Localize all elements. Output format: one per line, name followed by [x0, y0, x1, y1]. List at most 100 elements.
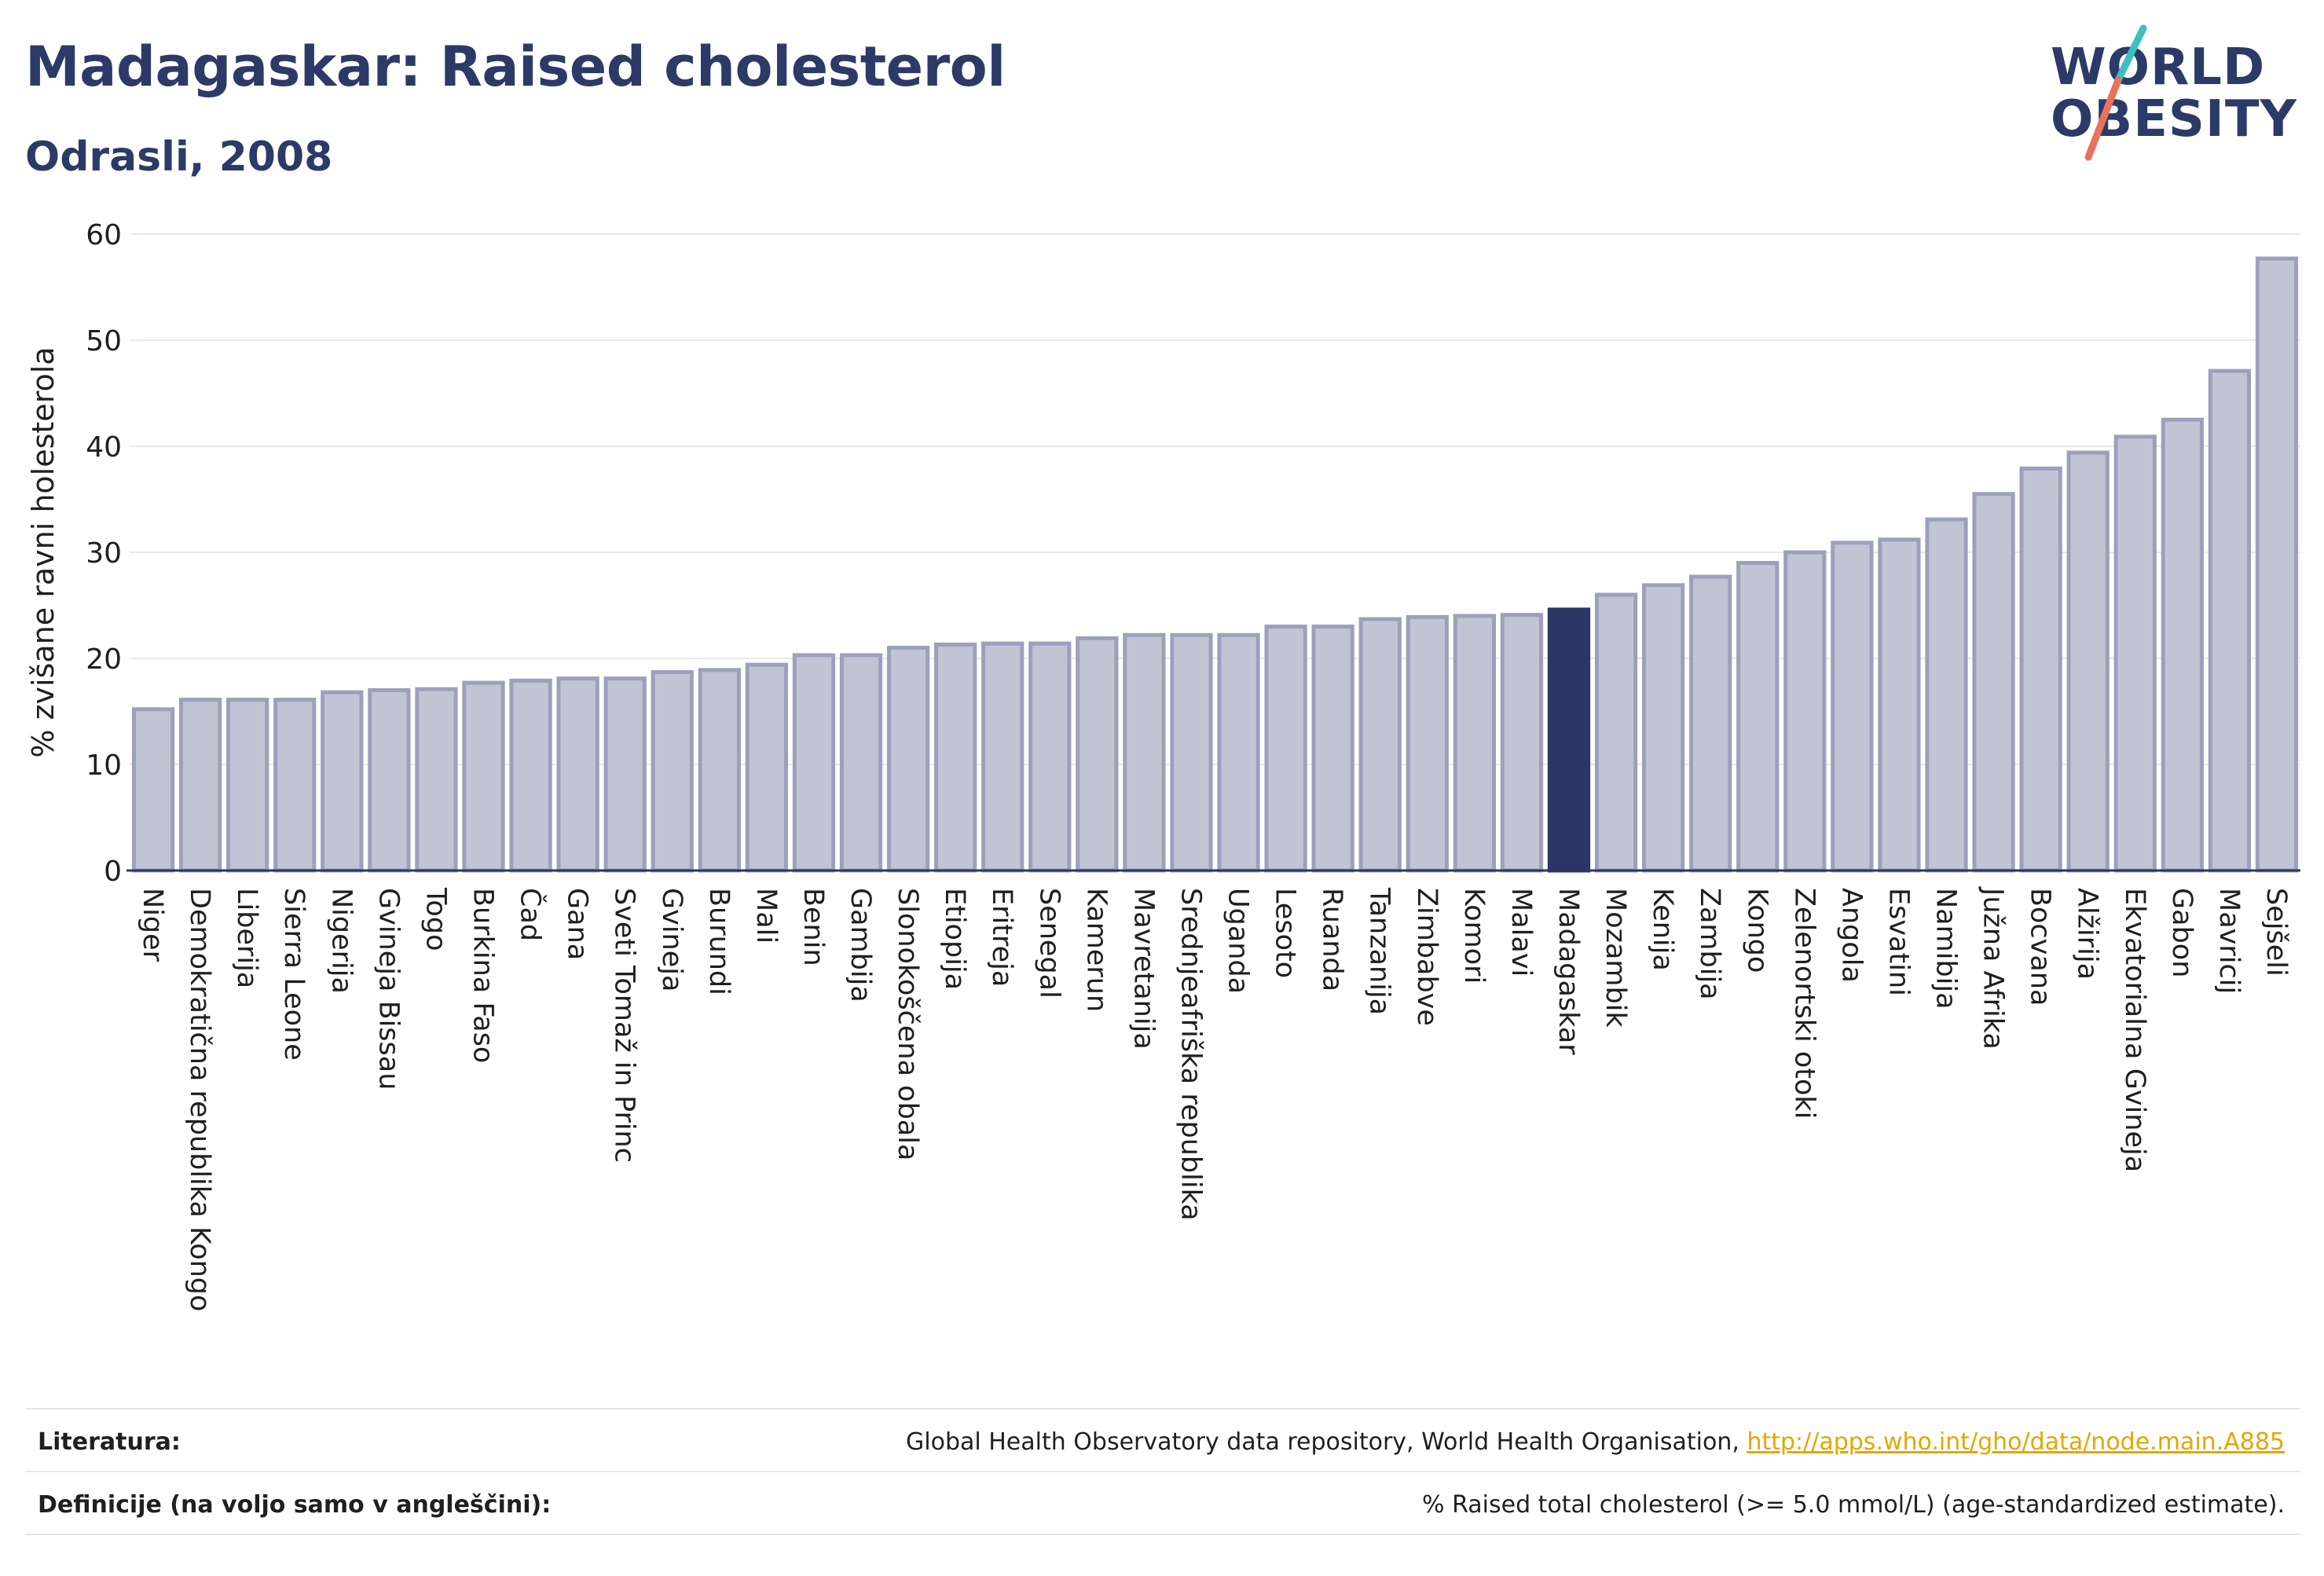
bar [1358, 617, 1402, 873]
x-tick-label: Gvineja Bissau [372, 888, 404, 1090]
x-tick-label: Bocvana [2025, 888, 2056, 1006]
x-tick-label: Burundi [703, 888, 735, 995]
y-tick-label: 20 [86, 643, 122, 676]
bar [2066, 450, 2110, 873]
bar [1831, 541, 1874, 873]
x-tick-label: Ekvatorialna Gvineja [2119, 888, 2150, 1172]
bar [1170, 632, 1213, 873]
bar [1925, 517, 1968, 873]
x-tick-label: Esvatini [1882, 888, 1914, 996]
footer-sources-link[interactable]: http://apps.who.int/gho/data/node.main.A… [1747, 1428, 2285, 1456]
y-axis-label: % zvišane ravni holesterola [26, 346, 60, 757]
footer-sources-value: Global Health Observatory data repositor… [906, 1428, 2285, 1456]
bar-chart: 0 10 20 30 40 50 60 % zvišane ravni holesterola… [26, 219, 2300, 1311]
x-tick-label: Zelenortski otoki [1788, 888, 1820, 1119]
bar [1453, 614, 1496, 873]
x-tick-label: Kongo [1741, 888, 1772, 973]
x-tick-label: Alžirija [2072, 888, 2103, 980]
logo-text-line1: WORLD [2051, 38, 2266, 97]
bar [603, 676, 647, 873]
footer-definitions-label: Definicije (na voljo samo v angleščini): [38, 1491, 552, 1519]
bar [651, 670, 694, 873]
x-tick-label: Komori [1458, 888, 1490, 984]
logo-text-line2: OBESITY [2051, 90, 2297, 148]
x-tick-label: Slonokoščena obala [892, 888, 923, 1160]
bar [1878, 537, 1921, 873]
y-tick-label: 10 [86, 750, 122, 782]
bar [321, 690, 364, 873]
y-tick-label: 40 [86, 431, 122, 464]
bar [745, 662, 789, 873]
x-tick-label: Čad [515, 888, 548, 941]
bar [1311, 625, 1354, 873]
bar [981, 641, 1025, 873]
bar [2019, 466, 2062, 873]
world-obesity-logo: WORLD OBESITY [2051, 24, 2310, 165]
x-tick-label: Zambija [1694, 888, 1725, 1000]
bar [1972, 492, 2015, 873]
x-tick-label: Mozambik [1600, 888, 1631, 1028]
x-tick-label: Niger [137, 888, 168, 962]
footer-definitions-row: Definicije (na voljo samo v angleščini):… [25, 1471, 2300, 1535]
x-tick-label: Zimbabve [1411, 888, 1442, 1026]
bar [1783, 550, 1827, 873]
bar [1123, 632, 1166, 873]
bar [368, 688, 411, 873]
y-tick-label: 30 [86, 537, 122, 570]
x-tick-label: Tanzanija [1364, 887, 1395, 1015]
x-tick-label: Liberija [231, 888, 262, 988]
bar [1076, 636, 1119, 873]
x-tick-label: Sierra Leone [278, 888, 310, 1061]
bar [1217, 632, 1260, 873]
x-tick-label: Gambija [845, 888, 876, 1002]
x-tick-label: Lesoto [1270, 888, 1301, 978]
bar [1028, 641, 1072, 873]
bar [2255, 256, 2299, 873]
bar [226, 698, 269, 873]
x-tick-label: Srednjeafriška republika [1175, 888, 1206, 1221]
x-tick-label: Angola [1835, 888, 1867, 983]
logo-slash-icon [2084, 24, 2147, 161]
x-tick-label: Mavretanija [1127, 888, 1159, 1050]
page-subtitle: Odrasli, 2008 [25, 134, 333, 181]
bar [462, 680, 505, 873]
bar [556, 676, 599, 873]
bar [509, 678, 552, 873]
bar [178, 698, 222, 873]
footer-sources-text: Global Health Observatory data repositor… [906, 1428, 1747, 1456]
x-tick-label: Etiopija [939, 888, 970, 990]
x-tick-label: Južna Afrika [1978, 886, 2009, 1050]
x-tick-label: Mavricij [2213, 888, 2245, 994]
y-tick-label: 60 [86, 219, 122, 251]
bar [415, 687, 458, 873]
bar [1406, 614, 1449, 873]
footer-definitions-value: % Raised total cholesterol (>= 5.0 mmol/… [1422, 1491, 2285, 1519]
x-tick-label: Gabon [2166, 888, 2198, 977]
bar [273, 698, 317, 873]
bar [839, 653, 883, 873]
bar [1594, 592, 1638, 873]
bar [792, 653, 836, 873]
footer-sources-label: Literatura: [38, 1428, 181, 1456]
bar [886, 646, 930, 873]
x-tick-label: Eritreja [986, 888, 1017, 987]
x-tick-label: Mali [750, 888, 782, 944]
x-tick-label: Benin [797, 888, 829, 966]
y-tick-label: 50 [86, 325, 122, 357]
bar [934, 642, 977, 873]
x-tick-label: Gvineja [656, 888, 687, 991]
x-tick-label: Malavi [1505, 888, 1537, 977]
bar [131, 707, 175, 873]
bar-highlighted [1547, 607, 1591, 873]
x-tick-label: Senegal [1033, 888, 1065, 999]
x-tick-label: Kenija [1647, 888, 1678, 971]
bar [2208, 368, 2252, 873]
x-tick-label: Sejšeli [2260, 888, 2292, 977]
footer-sources-row: Literatura: Global Health Observatory da… [25, 1408, 2300, 1472]
bar [2113, 434, 2157, 873]
bar [698, 668, 741, 873]
x-tick-label: Madagaskar [1552, 888, 1584, 1055]
bar [1641, 583, 1685, 873]
bar [1264, 625, 1307, 873]
page-title: Madagaskar: Raised cholesterol [25, 35, 1006, 99]
